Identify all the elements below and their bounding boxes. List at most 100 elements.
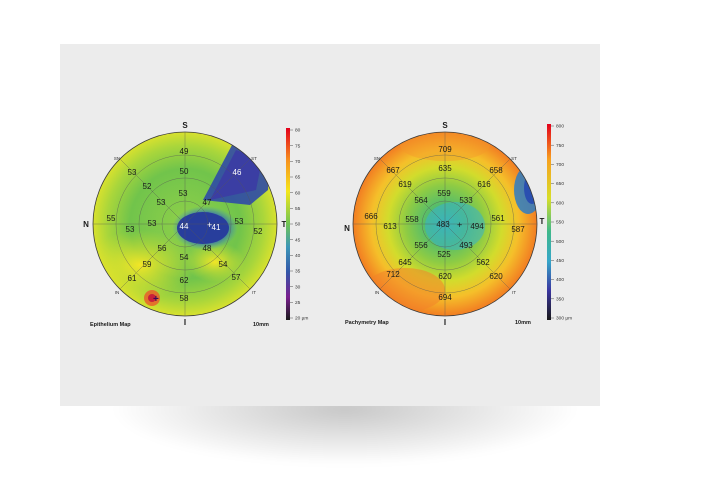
epi-inner-value: 47 (203, 198, 212, 207)
colorbar-tick-label: 60 (295, 190, 301, 196)
orientation-inferior: I (184, 318, 186, 327)
colorbar-tick-label: 45 (295, 237, 301, 243)
pachymetry-center-marker: + (457, 220, 462, 230)
colorbar-tick-label: 300 µm (556, 316, 572, 322)
pachy-inner-value: 558 (405, 215, 419, 224)
pachy-mid-value: 645 (398, 258, 412, 267)
pachy-inner-value: 493 (459, 241, 473, 250)
pachy-outer-value: 658 (489, 166, 503, 175)
pachy-mid-value: 616 (477, 180, 491, 189)
colorbar-tick-label: 600 (556, 200, 564, 206)
pachymetry-map-title: Pachymetry Map (345, 320, 389, 326)
colorbar-tick-label: 35 (295, 269, 301, 275)
colorbar-tick-label: 450 (556, 258, 564, 264)
epi-outer-value: 61 (128, 274, 137, 283)
colorbar-tick-label: 20 µm (295, 316, 308, 322)
epithelium-orientation-diagonal: SN ST IN IT (114, 156, 257, 295)
orientation-it: IT (512, 290, 516, 295)
colorbar-tick-label: 40 (295, 253, 301, 259)
colorbar-tick-label: 55 (295, 206, 301, 212)
epi-outer-value: 55 (107, 214, 116, 223)
pachy-outer-value: 694 (438, 293, 452, 302)
colorbar-tick-label: 400 (556, 277, 564, 283)
colorbar-tick-label: 25 (295, 300, 301, 306)
epithelium-orientation: S I N T (83, 121, 286, 327)
epi-inner-value: 56 (158, 244, 167, 253)
colorbar-tick-label: 30 (295, 284, 301, 290)
colorbar-tick-label: 750 (556, 143, 564, 149)
epi-inner-value: 54 (180, 253, 189, 262)
epithelium-zone-grid (93, 132, 277, 316)
pachy-outer-value: 666 (364, 212, 378, 221)
pachy-inner-value: 559 (437, 189, 451, 198)
orientation-nasal: N (83, 220, 89, 229)
pachy-outer-value: 712 (386, 270, 400, 279)
epi-mid-value: 53 (126, 225, 135, 234)
colorbar-tick-label: 80 (295, 128, 301, 134)
epi-mid-value: 54 (219, 260, 228, 269)
pachy-inner-value: 533 (459, 196, 473, 205)
colorbar-tick-label: 350 (556, 296, 564, 302)
orientation-it: IT (252, 290, 256, 295)
pachymetry-values: 483 559 533 494 493 525 556 558 564 635 … (364, 145, 525, 302)
pachy-mid-value: 562 (476, 258, 490, 267)
orientation-temporal: T (540, 217, 545, 226)
colorbar-tick-label: 75 (295, 143, 301, 149)
epi-outer-value: 46 (233, 168, 242, 177)
colorbar-tick-label: 70 (295, 159, 301, 165)
colorbar-tick-label: 550 (556, 220, 564, 226)
colorbar-tick-label: 65 (295, 175, 301, 181)
orientation-sn: SN (374, 156, 380, 161)
pachy-inner-value: 556 (414, 241, 428, 250)
pachy-inner-value: 494 (470, 222, 484, 231)
epithelium-map-title: Epithelium Map (90, 322, 131, 328)
orientation-inferior: I (444, 318, 446, 327)
epithelium-colorbar (286, 128, 290, 320)
colorbar-tick-label: 700 (556, 162, 564, 168)
epi-outer-value: 53 (128, 168, 137, 177)
epi-mid-value: 59 (143, 260, 152, 269)
pachy-outer-value: 587 (511, 225, 525, 234)
epi-center-right-value: 41 (212, 223, 221, 232)
epi-mid-value: 57 (232, 273, 241, 282)
epi-mid-value: 62 (180, 276, 189, 285)
epi-inner-value: 48 (203, 244, 212, 253)
epithelium-hotspot-marker: + (153, 294, 159, 305)
colorbar-tick-label: 800 (556, 124, 564, 130)
pachymetry-map: + 483 559 533 494 493 525 556 558 564 63… (344, 121, 572, 327)
pachymetry-orientation-diagonal: SN ST IN IT (374, 156, 517, 295)
pachy-mid-value: 620 (438, 272, 452, 281)
pachy-inner-value: 564 (414, 196, 428, 205)
pachy-mid-value: 561 (491, 214, 505, 223)
pachy-mid-value: 613 (383, 222, 397, 231)
colorbar-tick-label: 650 (556, 181, 564, 187)
pachy-outer-value: 667 (386, 166, 400, 175)
pachymetry-scale-label: 10mm (515, 320, 531, 326)
orientation-superior: S (442, 121, 448, 130)
pachy-inner-value: 525 (437, 250, 451, 259)
pachy-outer-value: 620 (489, 272, 503, 281)
epithelium-scale-label: 10mm (253, 322, 269, 328)
epi-inner-value: 53 (179, 189, 188, 198)
pachymetry-colorbar-ticks: 800 750 700 650 600 550 500 450 400 350 300 µm (551, 124, 572, 322)
orientation-sn: SN (114, 156, 120, 161)
colorbar-tick-label: 500 (556, 239, 564, 245)
epi-inner-value: 53 (157, 198, 166, 207)
pachy-center-value: 483 (436, 220, 450, 229)
epithelium-values: 44 41 53 47 53 56 54 48 53 50 53 53 52 5… (107, 147, 263, 303)
pachy-outer-value: 709 (438, 145, 452, 154)
pachymetry-orientation: S I N T (344, 121, 544, 327)
epi-mid-value: 50 (180, 167, 189, 176)
pachy-mid-value: 619 (398, 180, 412, 189)
card-shadow (110, 395, 580, 465)
epithelium-map: + + 44 41 53 47 53 56 54 48 53 50 53 53 … (83, 121, 308, 328)
pachymetry-colorbar (547, 124, 551, 320)
epi-mid-value: 53 (235, 217, 244, 226)
epithelium-center-marker: + (207, 220, 212, 230)
epi-center-value: 44 (180, 222, 189, 231)
colorbar-tick-label: 50 (295, 222, 301, 228)
pachy-mid-value: 635 (438, 164, 452, 173)
epi-outer-value: 52 (254, 227, 263, 236)
epi-mid-value: 52 (143, 182, 152, 191)
